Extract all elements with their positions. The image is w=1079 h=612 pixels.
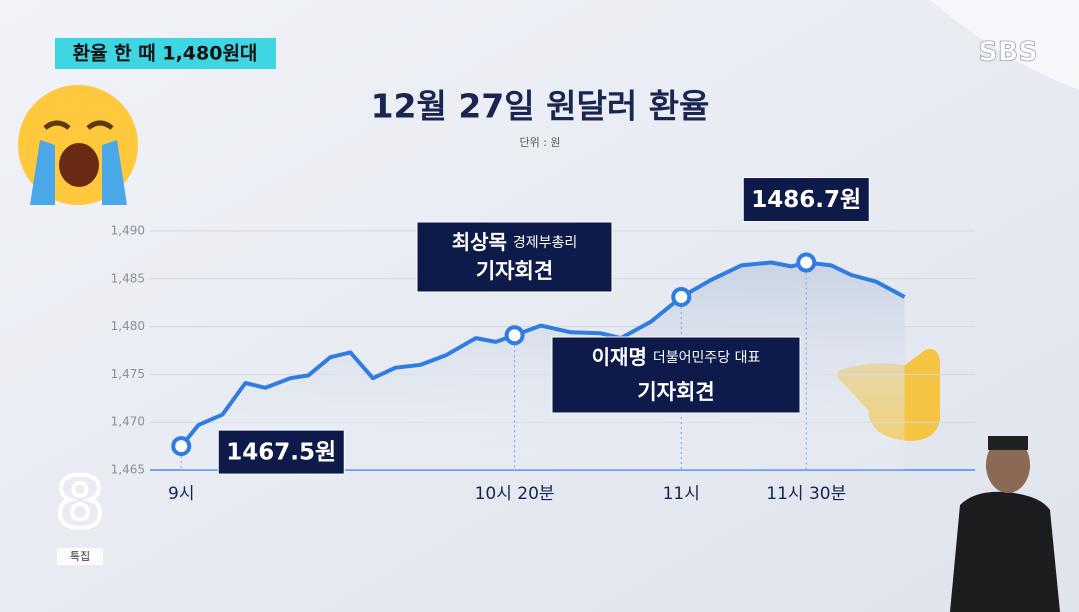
value-label-box [217, 429, 345, 475]
annotation-role: 경제부총리 [513, 235, 577, 251]
value-label: 1486.7원 [751, 187, 861, 213]
annotation-title: 최상목 경제부총리 [452, 230, 578, 254]
plot: 1,465 1,470 1,475 1,480 1,485 1,490 9시 10시 20분 1… [111, 177, 975, 504]
annotation-title: 이재명 더불어민주당 대표 [592, 345, 761, 369]
x-tick-label: 9시 [168, 484, 194, 504]
area [181, 262, 905, 470]
sign-interpreter [950, 436, 1060, 612]
marker [796, 252, 817, 273]
marker [171, 436, 192, 457]
marker [671, 286, 692, 307]
chart-subtitle: 단위 : 원 [519, 136, 560, 149]
y-tick-label: 1,485 [111, 271, 145, 285]
x-tick-label: 10시 20분 [475, 484, 555, 504]
banner: 환율 한 때 1,480원대 [73, 43, 258, 65]
annotation-event: 기자회견 [476, 259, 553, 283]
annotation-name: 이재명 [592, 345, 647, 369]
y-tick-label: 1,490 [111, 224, 145, 238]
value-label-box [742, 177, 870, 223]
y-tick-label: 1,475 [111, 367, 145, 381]
chart-title: 12월 27일 원달러 환율 [371, 87, 710, 126]
logo: SBS [978, 37, 1037, 68]
annotation-role: 더불어민주당 대표 [653, 350, 761, 366]
program-tag-box [57, 548, 103, 565]
decor [930, 0, 1079, 90]
program-tag: 특집 [70, 550, 90, 563]
y-tick-label: 1,465 [111, 463, 145, 477]
program-logo: 8 [56, 462, 105, 544]
y-tick-label: 1,470 [111, 415, 145, 429]
value-label: 1467.5원 [226, 440, 336, 466]
banner-box [55, 38, 276, 69]
x-tick-label: 11시 [663, 484, 700, 504]
y-tick-label: 1,480 [111, 319, 145, 333]
crying-emoji [18, 85, 138, 205]
annotation-event: 기자회견 [637, 380, 714, 404]
annotation-box [551, 336, 801, 414]
annotation-name: 최상목 [452, 230, 507, 254]
annotation-box [416, 221, 613, 293]
marker [504, 325, 525, 346]
x-tick-label: 11시 30분 [766, 484, 846, 504]
